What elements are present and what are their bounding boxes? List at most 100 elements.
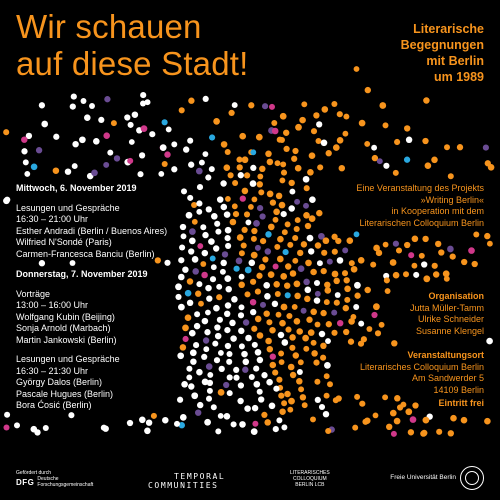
decorative-dot: [305, 259, 312, 267]
decorative-dot: [373, 303, 380, 311]
decorative-dot: [165, 126, 172, 133]
decorative-dot: [52, 167, 60, 174]
decorative-dot: [393, 417, 401, 425]
decorative-dot: [258, 189, 265, 196]
decorative-dot: [293, 280, 301, 288]
decorative-dot: [442, 270, 450, 278]
decorative-dot: [261, 411, 268, 418]
decorative-dot: [382, 241, 389, 248]
decorative-dot: [438, 249, 445, 256]
participant: Wolfgang Kubin (Beijing): [16, 311, 115, 322]
decorative-dot: [306, 316, 313, 323]
decorative-dot: [187, 137, 194, 144]
decorative-dot: [394, 395, 401, 402]
decorative-dot: [336, 136, 344, 144]
decorative-dot: [403, 156, 411, 163]
decorative-dot: [216, 283, 223, 290]
decorative-dot: [227, 172, 234, 179]
decorative-dot: [289, 188, 296, 195]
decorative-dot: [404, 241, 411, 249]
decorative-dot: [280, 210, 287, 218]
decorative-dot: [228, 109, 235, 117]
decorative-dot: [281, 400, 288, 407]
decorative-dot: [198, 159, 205, 166]
dfg-name: Deutsche: [37, 476, 59, 482]
decorative-dot: [265, 150, 272, 158]
decorative-dot: [226, 351, 233, 357]
decorative-dot: [293, 225, 300, 233]
decorative-dot: [193, 322, 201, 330]
dfg-caption: Gefördert durch: [16, 470, 52, 476]
decorative-dot: [149, 131, 156, 138]
decorative-dot: [233, 374, 240, 381]
decorative-dot: [214, 332, 222, 340]
decorative-dot: [217, 413, 224, 419]
decorative-dot: [218, 365, 225, 373]
decorative-dot: [296, 328, 303, 335]
decorative-dot: [383, 277, 390, 284]
decorative-dot: [257, 173, 264, 180]
decorative-dot: [188, 248, 195, 255]
decorative-dot: [126, 419, 134, 427]
decorative-dot: [238, 250, 245, 257]
decorative-dot: [189, 349, 197, 357]
decorative-dot: [197, 243, 204, 250]
decorative-dot: [212, 340, 219, 347]
decorative-dot: [421, 261, 428, 268]
decorative-dot: [486, 337, 493, 345]
decorative-dot: [224, 326, 231, 334]
decorative-dot: [320, 267, 327, 275]
decorative-dot: [189, 228, 196, 235]
decorative-dot: [248, 102, 255, 109]
decorative-dot: [316, 260, 323, 267]
decorative-dot: [282, 249, 289, 256]
decorative-dot: [202, 151, 209, 158]
decorative-dot: [205, 395, 213, 402]
decorative-dot: [309, 196, 316, 204]
session-type: Lesungen und Gespräche: [16, 354, 120, 364]
decorative-dot: [236, 164, 243, 171]
decorative-dot: [449, 253, 456, 260]
decorative-dot: [297, 265, 305, 273]
decorative-dot: [276, 417, 283, 424]
decorative-dot: [307, 329, 315, 336]
decorative-dot: [423, 275, 431, 283]
decorative-dot: [35, 147, 43, 154]
project-info: Eine Veranstaltung des Projekts »Writing…: [284, 183, 484, 229]
decorative-dot: [370, 261, 377, 268]
decorative-dot: [164, 151, 171, 158]
decorative-dot: [237, 312, 245, 319]
decorative-dot: [278, 350, 285, 357]
decorative-dot: [279, 112, 287, 120]
decorative-dot: [402, 271, 410, 278]
decorative-dot: [313, 279, 321, 287]
decorative-dot: [178, 257, 185, 264]
decorative-dot: [191, 201, 198, 209]
decorative-dot: [325, 150, 332, 157]
decorative-dot: [269, 326, 276, 334]
decorative-dot: [195, 409, 202, 416]
decorative-dot: [238, 327, 245, 335]
decorative-dot: [294, 217, 301, 224]
subtitle-line: um 1989: [433, 70, 484, 84]
decorative-dot: [224, 235, 231, 242]
decorative-dot: [200, 224, 207, 231]
decorative-dot: [3, 129, 10, 136]
decorative-dot: [256, 332, 264, 339]
decorative-dot: [213, 357, 221, 364]
decorative-dot: [252, 420, 259, 427]
decorative-dot: [267, 223, 275, 231]
decorative-dot: [269, 361, 277, 369]
decorative-dot: [127, 121, 134, 128]
decorative-dot: [127, 157, 134, 164]
decorative-dot: [171, 166, 178, 173]
decorative-dot: [171, 141, 178, 148]
decorative-dot: [412, 402, 419, 409]
decorative-dot: [223, 164, 231, 171]
decorative-dot: [297, 359, 304, 366]
decorative-dot: [191, 256, 199, 263]
decorative-dot: [294, 292, 301, 300]
decorative-dot: [217, 389, 225, 396]
decorative-dot: [245, 219, 252, 226]
